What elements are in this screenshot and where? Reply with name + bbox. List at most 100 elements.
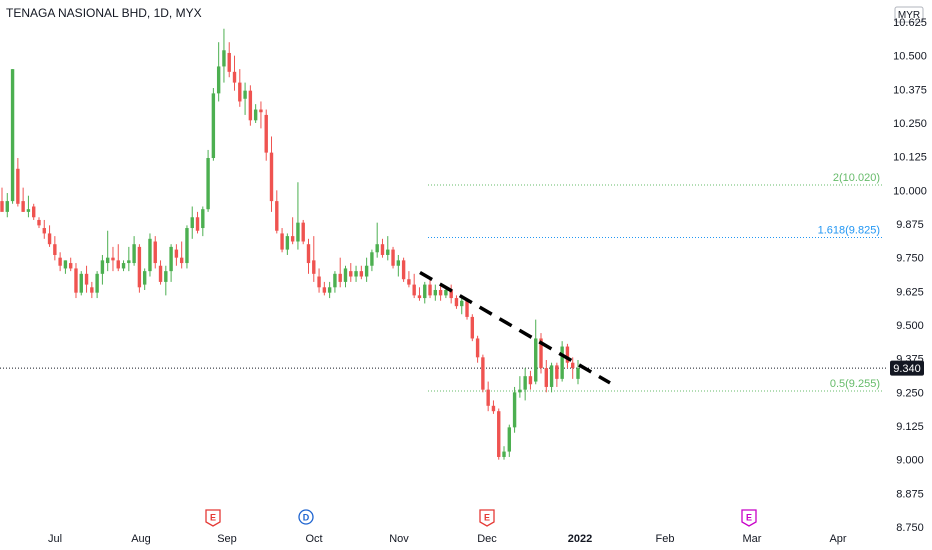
candle-body[interactable] [121,263,126,269]
candle[interactable] [206,149,210,212]
candle[interactable] [179,241,184,269]
candle[interactable] [433,284,438,301]
candle-body[interactable] [222,50,226,67]
candle-body[interactable] [438,289,443,296]
candle[interactable] [79,271,83,296]
candle[interactable] [16,158,20,207]
candle[interactable] [132,236,136,266]
candle-body[interactable] [301,222,305,242]
candle[interactable] [359,265,364,280]
event-marker[interactable]: E [741,509,757,527]
candle-body[interactable] [105,257,110,264]
candle-body[interactable] [306,244,311,264]
candle[interactable] [534,319,538,385]
candle[interactable] [375,222,379,258]
candle-body[interactable] [475,338,480,358]
candle[interactable] [0,187,4,212]
candle-body[interactable] [0,201,4,212]
candle-body[interactable] [571,362,575,369]
candle-body[interactable] [534,338,538,382]
candle-body[interactable] [195,217,200,231]
candle-body[interactable] [396,260,401,266]
candle[interactable] [423,281,427,304]
candle-body[interactable] [142,271,147,285]
candle-body[interactable] [253,109,258,121]
candle-body[interactable] [169,246,173,272]
candle[interactable] [497,408,501,460]
candle-body[interactable] [232,71,237,83]
currency-badge-box[interactable] [894,6,924,23]
event-marker[interactable]: D [298,509,314,525]
price-axis-bg[interactable] [888,0,932,550]
candle[interactable] [386,236,390,261]
candle[interactable] [264,109,268,161]
currency-badge[interactable]: MYR [894,6,924,23]
candle[interactable] [322,281,327,296]
candle[interactable] [491,400,496,414]
candle[interactable] [153,236,157,269]
candle[interactable] [290,217,295,245]
candle-body[interactable] [417,295,422,299]
candle[interactable] [190,206,194,239]
candle[interactable] [164,265,168,296]
candle-body[interactable] [428,284,432,296]
candle[interactable] [555,362,559,387]
trendline[interactable] [419,270,611,385]
candle-body[interactable] [322,287,327,293]
candle[interactable] [100,254,105,285]
candle[interactable] [312,236,316,282]
candle-body[interactable] [370,252,374,266]
candle-body[interactable] [111,257,115,261]
candle-body[interactable] [433,289,438,296]
candle[interactable] [417,287,422,301]
candle[interactable] [248,85,253,126]
candle[interactable] [280,228,284,253]
candle[interactable] [32,203,36,220]
candle-body[interactable] [280,233,284,250]
candle-body[interactable] [549,365,554,387]
candle[interactable] [216,42,221,102]
candle[interactable] [158,260,163,285]
candle[interactable] [116,244,120,272]
candle[interactable] [438,284,443,301]
candle-body[interactable] [502,451,506,457]
candle[interactable] [53,236,57,261]
candle-body[interactable] [153,241,157,264]
candle[interactable] [571,357,575,379]
candle-body[interactable] [238,82,242,102]
candle-body[interactable] [68,263,73,269]
candle-body[interactable] [32,206,36,218]
candle-body[interactable] [179,257,184,264]
candle[interactable] [84,265,89,293]
candle-body[interactable] [423,284,427,299]
candle-body[interactable] [74,268,78,293]
candle-body[interactable] [243,90,247,99]
candle[interactable] [174,244,179,266]
candle-body[interactable] [26,209,31,212]
candle-body[interactable] [137,246,142,288]
candle[interactable] [454,295,459,309]
candle[interactable] [95,271,99,299]
candle[interactable] [327,281,332,299]
candle[interactable] [105,230,110,272]
candle[interactable] [401,257,406,282]
candle[interactable] [201,206,205,237]
candle[interactable] [232,55,237,91]
candle[interactable] [222,28,226,83]
candle[interactable] [565,343,570,369]
candle[interactable] [74,263,78,299]
candle[interactable] [539,333,543,374]
candle-body[interactable] [497,411,501,457]
candle[interactable] [317,268,321,293]
candle-body[interactable] [259,109,263,113]
candle[interactable] [227,42,231,78]
candle-body[interactable] [349,271,353,277]
candle[interactable] [121,260,126,272]
candle[interactable] [576,360,580,385]
candle-body[interactable] [190,217,194,229]
candle-body[interactable] [523,376,527,390]
candle-body[interactable] [354,271,358,277]
candle[interactable] [396,254,401,277]
candle[interactable] [37,217,41,229]
candle-body[interactable] [343,268,348,282]
